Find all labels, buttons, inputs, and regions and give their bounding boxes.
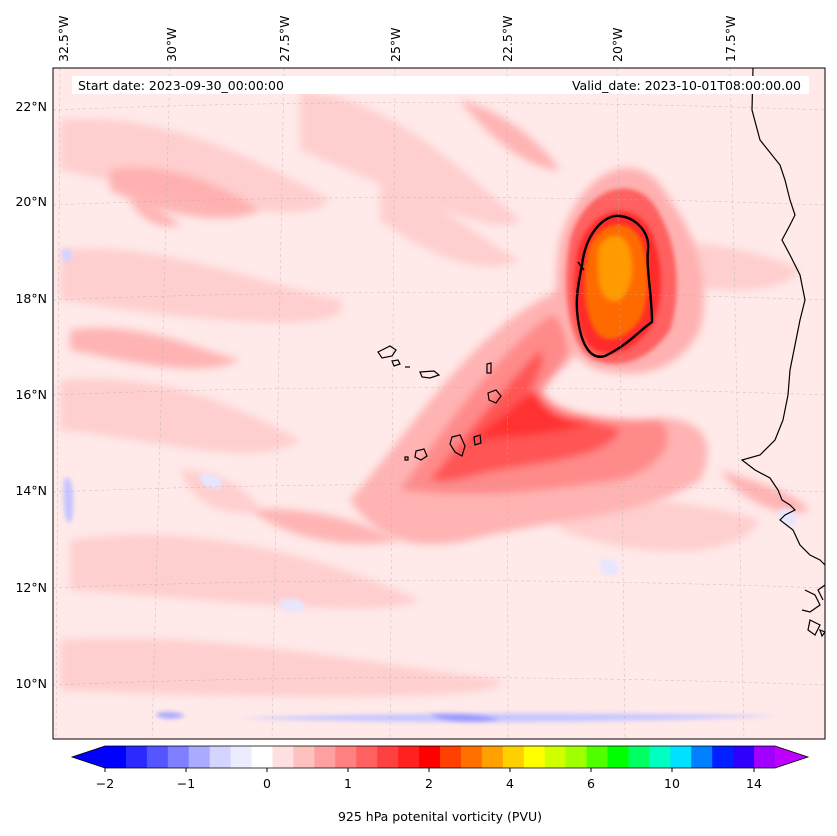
island-sao-nicolau	[419, 370, 441, 379]
start-date-text: Start date: 2023-09-30_00:00:00	[78, 78, 284, 93]
colorbar-cell	[565, 746, 588, 768]
colorbar-cell	[125, 746, 148, 768]
lon-label-7: 17.5°W	[723, 16, 738, 62]
lat-label-5: 14°N	[15, 483, 47, 498]
colorbar-cell	[628, 746, 650, 768]
island-santiago	[449, 434, 466, 457]
lon-label-6: 20°W	[610, 27, 625, 62]
island-boa-vista	[487, 389, 502, 404]
colorbar-cell	[167, 746, 190, 768]
africa-coastline	[740, 68, 825, 566]
colorbar-cell	[544, 746, 567, 768]
pv-band	[350, 290, 708, 545]
cb-tick-label-2: −1	[177, 776, 195, 791]
lat-label-1: 22°N	[15, 99, 47, 114]
cb-tick-label-5: 2	[425, 776, 433, 791]
colorbar-cells	[105, 746, 776, 768]
colorbar-cell	[398, 746, 420, 768]
coastlines	[377, 68, 825, 638]
lat-label-3: 18°N	[15, 291, 47, 306]
pv-field-medium-bands	[70, 100, 810, 544]
lon-label-3: 27.5°W	[277, 16, 292, 62]
cb-tick-label-3: 0	[263, 776, 271, 791]
cb-tick-label-7: 6	[587, 776, 595, 791]
cb-tick-label-4: 1	[344, 776, 352, 791]
island-fogo	[414, 448, 428, 461]
colorbar-cell	[293, 746, 315, 768]
island-santo-antao	[377, 345, 397, 359]
colorbar-cell	[251, 746, 274, 768]
colorbar-tick-labels: −2 −1 0 1 2 4 6 10 14	[96, 776, 762, 791]
colorbar-cell	[105, 746, 127, 768]
colorbar-cell	[481, 746, 504, 768]
colorbar-cell	[733, 746, 755, 768]
island-maio	[473, 434, 482, 446]
lat-label-2: 20°N	[15, 194, 47, 209]
colorbar-cell	[209, 746, 232, 768]
valid-date-box	[307, 76, 809, 94]
colorbar-cell	[377, 746, 399, 768]
lon-label-2: 30°W	[164, 27, 179, 62]
colorbar-cell	[691, 746, 713, 768]
colorbar-cell	[146, 746, 169, 768]
map-panel	[53, 68, 825, 739]
valid-date-text: Valid_date: 2023-10-01T08:00:00.00	[572, 78, 801, 93]
lon-label-5: 22.5°W	[500, 16, 515, 62]
colorbar-cell	[502, 746, 525, 768]
lon-label-4: 25°W	[388, 27, 403, 62]
lon-label-1: 32.5°W	[56, 16, 71, 62]
colorbar-label: 925 hPa potenital vorticity (PVU)	[338, 809, 542, 824]
latitude-labels: 22°N 20°N 18°N 16°N 14°N 12°N 10°N	[15, 99, 47, 691]
colorbar-extend-min	[72, 746, 105, 768]
island-brava	[404, 456, 409, 461]
pv-field-light-bands	[60, 90, 800, 697]
colorbar-cell	[356, 746, 378, 768]
colorbar-cell	[712, 746, 734, 768]
island-sal	[486, 362, 492, 374]
colorbar-ticks	[104, 768, 755, 772]
negative-pv-patches	[61, 248, 797, 723]
lat-label-4: 16°N	[15, 387, 47, 402]
lat-label-7: 10°N	[15, 676, 47, 691]
cb-tick-label-8: 10	[664, 776, 680, 791]
colorbar-cell	[523, 746, 546, 768]
colorbar-cell	[188, 746, 211, 768]
colorbar-extend-max	[775, 746, 808, 768]
colorbar-cell	[230, 746, 253, 768]
start-date-box	[72, 76, 308, 94]
colorbar-cell	[670, 746, 692, 768]
vortex-core	[556, 167, 704, 374]
colorbar-cell	[460, 746, 483, 768]
cb-tick-label-6: 4	[506, 776, 514, 791]
colorbar-cell	[754, 746, 776, 768]
graticule	[53, 68, 825, 739]
island-sao-vicente	[391, 359, 401, 367]
colorbar-cell	[335, 746, 357, 768]
longitude-labels: 32.5°W 30°W 27.5°W 25°W 22.5°W 20°W 17.5…	[56, 16, 738, 62]
colorbar-cell	[607, 746, 630, 768]
pv-contour-line	[575, 214, 654, 358]
colorbar-cell	[419, 746, 441, 768]
map-frame	[52, 67, 826, 740]
colorbar-cell	[649, 746, 671, 768]
cb-tick-label-1: −2	[96, 776, 114, 791]
colorbar-cell	[314, 746, 336, 768]
cb-tick-label-9: 14	[746, 776, 762, 791]
colorbar-cell	[586, 746, 609, 768]
colorbar-cell	[272, 746, 295, 768]
colorbar-cell	[440, 746, 462, 768]
lat-label-6: 12°N	[15, 580, 47, 595]
colorbar: −2 −1 0 1 2 4 6 10 14 925 hPa potenital …	[70, 745, 810, 824]
